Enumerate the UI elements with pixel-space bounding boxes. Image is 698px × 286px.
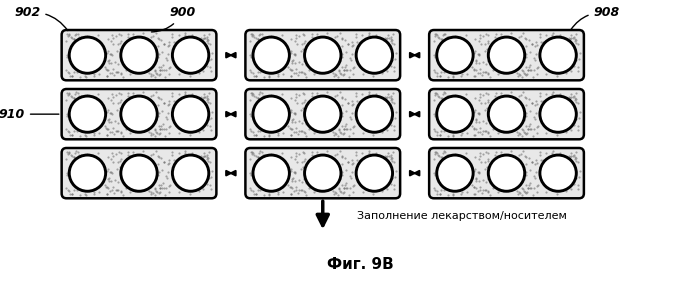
Ellipse shape	[121, 96, 157, 132]
Ellipse shape	[172, 96, 209, 132]
FancyBboxPatch shape	[61, 30, 216, 80]
Ellipse shape	[540, 155, 577, 191]
Ellipse shape	[437, 155, 473, 191]
Ellipse shape	[356, 96, 392, 132]
Ellipse shape	[69, 96, 105, 132]
Ellipse shape	[489, 37, 525, 73]
FancyBboxPatch shape	[246, 30, 400, 80]
FancyBboxPatch shape	[61, 148, 216, 198]
Ellipse shape	[540, 37, 577, 73]
Ellipse shape	[304, 96, 341, 132]
FancyBboxPatch shape	[429, 148, 584, 198]
Ellipse shape	[356, 155, 392, 191]
Ellipse shape	[172, 37, 209, 73]
Ellipse shape	[540, 96, 577, 132]
Ellipse shape	[121, 37, 157, 73]
Ellipse shape	[121, 155, 157, 191]
Ellipse shape	[69, 37, 105, 73]
Ellipse shape	[304, 155, 341, 191]
Ellipse shape	[69, 155, 105, 191]
Ellipse shape	[172, 155, 209, 191]
Ellipse shape	[253, 96, 290, 132]
Ellipse shape	[304, 37, 341, 73]
Ellipse shape	[356, 37, 392, 73]
Ellipse shape	[437, 37, 473, 73]
Text: 908: 908	[571, 6, 620, 30]
Ellipse shape	[437, 96, 473, 132]
Ellipse shape	[489, 96, 525, 132]
Ellipse shape	[489, 155, 525, 191]
Text: Фиг. 9В: Фиг. 9В	[327, 257, 394, 272]
Text: 902: 902	[14, 6, 68, 31]
Ellipse shape	[253, 155, 290, 191]
Text: 910: 910	[0, 108, 59, 121]
FancyBboxPatch shape	[429, 89, 584, 139]
FancyBboxPatch shape	[246, 89, 400, 139]
Ellipse shape	[253, 37, 290, 73]
Text: Заполнение лекарством/носителем: Заполнение лекарством/носителем	[357, 211, 567, 221]
FancyBboxPatch shape	[429, 30, 584, 80]
FancyBboxPatch shape	[246, 148, 400, 198]
Text: 900: 900	[151, 6, 195, 32]
FancyBboxPatch shape	[61, 89, 216, 139]
